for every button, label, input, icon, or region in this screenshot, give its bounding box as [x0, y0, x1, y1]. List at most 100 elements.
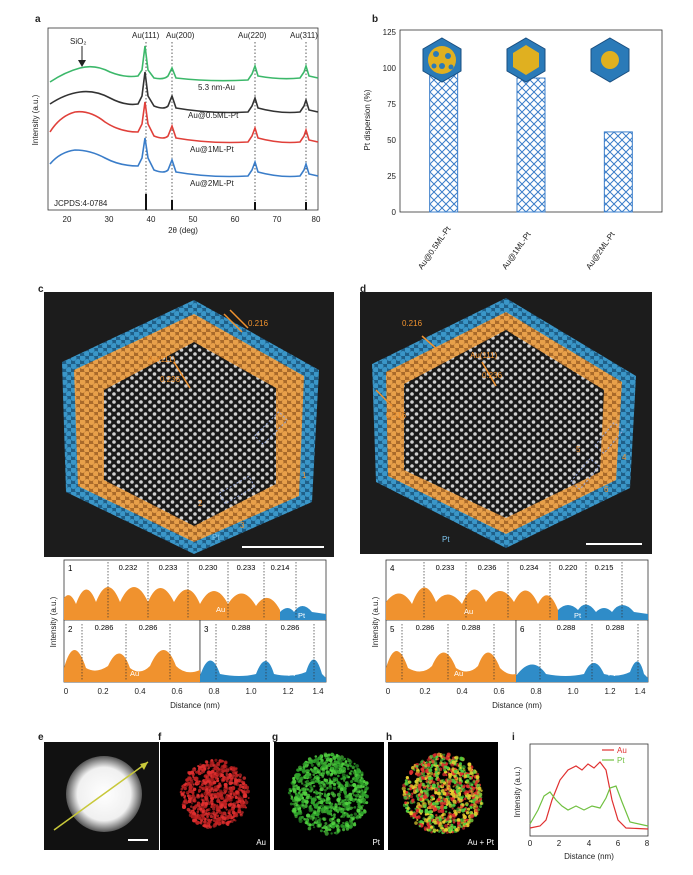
map-dot: [429, 754, 434, 759]
profile-4-pt: [558, 604, 648, 620]
map-dot: [333, 813, 336, 817]
map-dot: [221, 820, 225, 824]
profile-5-num: 5: [390, 625, 395, 634]
svg-text:0.4: 0.4: [134, 687, 146, 696]
map-dot: [216, 779, 220, 783]
profile-3-spacings: 0.288 0.286: [232, 623, 300, 632]
map-dot: [460, 821, 464, 825]
map-dot: [432, 801, 436, 806]
map-dot: [437, 791, 441, 796]
map-dot: [465, 803, 469, 807]
map-dot: [209, 814, 213, 819]
map-dot: [470, 803, 474, 807]
map-dot: [203, 809, 207, 814]
map-dot: [453, 781, 457, 785]
map-dot: [247, 797, 250, 800]
map-dot: [205, 790, 208, 794]
map-dot: [346, 824, 350, 828]
panel-b-bar-chart: 0 25 50 75 100 125 Pt dispersion (%) Au@…: [363, 28, 663, 271]
map-dot: [455, 781, 459, 784]
map-dot: [353, 806, 357, 809]
map-dot: [456, 818, 461, 822]
map-dot: [307, 826, 312, 831]
map-dot: [322, 770, 326, 774]
svg-text:80: 80: [312, 215, 321, 224]
map-dot: [355, 764, 359, 768]
map-dot: [353, 762, 356, 765]
svg-text:1.2: 1.2: [604, 687, 616, 696]
profile-1-au: [64, 587, 280, 620]
map-dot: [438, 824, 441, 828]
curve-label-blue: Au@2ML-Pt: [190, 179, 234, 188]
map-dot: [348, 762, 352, 766]
map-dot: [191, 798, 196, 803]
map-dot: [230, 795, 234, 799]
map-dot: [359, 800, 363, 804]
map-dot: [346, 757, 349, 760]
map-dot: [439, 805, 444, 810]
map-dot: [331, 821, 336, 826]
map-dot: [442, 820, 446, 824]
map-dot: [432, 828, 437, 833]
map-dot: [220, 796, 225, 801]
map-dot: [330, 770, 334, 773]
map-dot: [344, 798, 347, 801]
map-dot: [182, 801, 185, 804]
map-dot: [430, 765, 434, 769]
map-dot: [467, 762, 472, 767]
map-dot: [309, 768, 313, 771]
map-dot: [206, 816, 209, 819]
map-dot: [418, 797, 423, 801]
profile-3-pt: [200, 659, 326, 682]
map-dot: [352, 789, 356, 793]
map-dot: [361, 773, 364, 777]
svg-text:0.233: 0.233: [159, 563, 178, 572]
map-dot: [426, 762, 431, 767]
map-dot: [463, 791, 468, 795]
map-dot: [321, 803, 325, 808]
map-dot: [310, 801, 314, 805]
map-dot: [364, 793, 368, 797]
map-dot: [342, 821, 345, 825]
map-dot: [213, 785, 218, 790]
svg-text:0.8: 0.8: [530, 687, 542, 696]
map-dot: [472, 788, 475, 791]
map-dot: [196, 813, 199, 816]
map-dot: [454, 783, 457, 787]
map-dot: [225, 799, 229, 803]
map-dot: [306, 793, 311, 798]
map-dot: [441, 755, 445, 759]
map-dot: [216, 761, 221, 766]
svg-text:0.286: 0.286: [139, 623, 158, 632]
panel-b-cat-0: Au@0.5ML-Pt: [416, 224, 453, 271]
map-dot: [459, 766, 462, 769]
map-dot: [428, 819, 432, 823]
map-dot: [232, 811, 236, 815]
map-dot: [323, 778, 327, 782]
map-dot: [205, 778, 208, 781]
map-dot: [301, 815, 304, 819]
map-dot: [312, 773, 316, 777]
map-dot: [364, 781, 369, 786]
legend-au: Au: [617, 746, 627, 755]
map-dot: [314, 817, 318, 821]
map-dot: [361, 783, 366, 787]
map-dot: [295, 803, 299, 807]
map-dot: [478, 792, 482, 797]
map-dot: [458, 777, 462, 782]
map-dot: [468, 818, 471, 821]
map-dot: [225, 787, 229, 791]
svg-text:6: 6: [616, 839, 621, 848]
map-dot: [309, 815, 314, 820]
c-plane-a: Au(111): [148, 355, 176, 364]
map-dot: [295, 775, 300, 780]
map-dot: [225, 768, 230, 773]
profile-4-spacings: 0.233 0.236 0.234 0.220 0.215: [436, 563, 614, 572]
map-dot: [317, 816, 320, 819]
panel-d-ylabel: Intensity (a.u.): [371, 596, 380, 647]
map-dot: [457, 788, 461, 793]
map-dot: [346, 815, 349, 818]
map-dot: [329, 805, 334, 809]
map-dot: [301, 788, 306, 792]
map-dot: [334, 805, 338, 809]
